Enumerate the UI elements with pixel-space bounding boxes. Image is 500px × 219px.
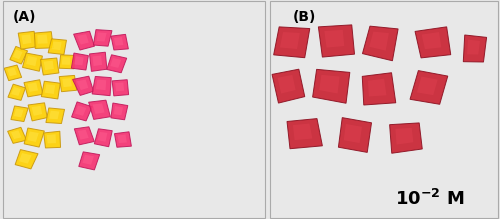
Polygon shape xyxy=(76,79,88,90)
Polygon shape xyxy=(415,27,450,58)
Polygon shape xyxy=(90,52,107,71)
Polygon shape xyxy=(92,76,111,96)
Polygon shape xyxy=(78,34,89,45)
Polygon shape xyxy=(74,127,94,145)
Polygon shape xyxy=(28,103,48,121)
Polygon shape xyxy=(46,134,56,143)
Polygon shape xyxy=(44,84,55,94)
Polygon shape xyxy=(410,71,448,104)
Polygon shape xyxy=(26,56,37,66)
Polygon shape xyxy=(62,78,72,87)
Polygon shape xyxy=(111,103,128,120)
Polygon shape xyxy=(18,31,36,49)
Polygon shape xyxy=(94,30,112,46)
Polygon shape xyxy=(115,82,124,91)
Polygon shape xyxy=(396,128,413,145)
Polygon shape xyxy=(42,81,60,99)
Polygon shape xyxy=(22,34,32,44)
Polygon shape xyxy=(96,32,106,42)
Text: $\mathbf{10^{-2}}$ $\mathbf{M}$: $\mathbf{10^{-2}}$ $\mathbf{M}$ xyxy=(395,189,464,209)
Polygon shape xyxy=(114,106,123,115)
Polygon shape xyxy=(114,37,124,46)
Polygon shape xyxy=(92,55,102,66)
Polygon shape xyxy=(34,32,54,48)
Polygon shape xyxy=(38,34,48,44)
Polygon shape xyxy=(59,55,74,69)
Polygon shape xyxy=(114,132,132,147)
Polygon shape xyxy=(319,75,340,94)
Polygon shape xyxy=(324,30,344,48)
Polygon shape xyxy=(74,31,94,50)
Polygon shape xyxy=(52,41,62,50)
Polygon shape xyxy=(4,65,21,81)
Polygon shape xyxy=(22,53,42,71)
Polygon shape xyxy=(280,32,300,49)
Polygon shape xyxy=(107,55,126,73)
Polygon shape xyxy=(13,49,22,59)
Polygon shape xyxy=(11,87,21,96)
Polygon shape xyxy=(390,123,422,153)
Polygon shape xyxy=(110,58,122,68)
Polygon shape xyxy=(369,32,389,51)
Polygon shape xyxy=(362,26,398,61)
Text: (B): (B) xyxy=(293,10,316,24)
Polygon shape xyxy=(75,105,86,116)
Polygon shape xyxy=(74,56,84,65)
Polygon shape xyxy=(82,155,94,165)
Polygon shape xyxy=(59,75,76,92)
Polygon shape xyxy=(32,106,42,116)
Polygon shape xyxy=(467,40,480,55)
Polygon shape xyxy=(49,111,59,119)
Polygon shape xyxy=(11,130,22,139)
Polygon shape xyxy=(368,79,386,97)
Polygon shape xyxy=(8,68,17,76)
Text: (A): (A) xyxy=(13,10,36,24)
Polygon shape xyxy=(344,124,362,143)
Polygon shape xyxy=(48,39,66,55)
Polygon shape xyxy=(79,152,100,170)
Polygon shape xyxy=(44,131,60,148)
Polygon shape xyxy=(272,69,305,103)
Polygon shape xyxy=(8,84,25,100)
Polygon shape xyxy=(72,76,94,95)
Polygon shape xyxy=(24,80,43,97)
Polygon shape xyxy=(10,46,28,64)
Polygon shape xyxy=(362,73,396,105)
Polygon shape xyxy=(92,103,104,114)
Polygon shape xyxy=(28,83,38,92)
Polygon shape xyxy=(94,129,112,147)
Polygon shape xyxy=(112,80,128,96)
Polygon shape xyxy=(88,100,110,119)
Polygon shape xyxy=(417,77,438,95)
Polygon shape xyxy=(24,128,44,147)
Polygon shape xyxy=(40,58,59,75)
Polygon shape xyxy=(287,118,322,149)
Polygon shape xyxy=(318,25,354,57)
Polygon shape xyxy=(338,118,372,152)
Polygon shape xyxy=(72,102,92,121)
Polygon shape xyxy=(15,150,38,169)
Polygon shape xyxy=(46,108,64,124)
Polygon shape xyxy=(14,109,24,117)
Polygon shape xyxy=(78,130,88,140)
Polygon shape xyxy=(19,153,32,164)
Polygon shape xyxy=(8,127,26,143)
Polygon shape xyxy=(111,34,128,50)
Polygon shape xyxy=(312,69,350,103)
Polygon shape xyxy=(98,132,108,142)
Polygon shape xyxy=(278,75,295,94)
Polygon shape xyxy=(62,57,70,65)
Polygon shape xyxy=(464,35,486,62)
Polygon shape xyxy=(11,106,28,122)
Polygon shape xyxy=(28,131,38,142)
Polygon shape xyxy=(72,53,88,70)
Polygon shape xyxy=(44,61,54,70)
Polygon shape xyxy=(118,134,127,143)
Polygon shape xyxy=(422,32,442,49)
Polygon shape xyxy=(293,124,312,140)
Polygon shape xyxy=(274,27,310,58)
Polygon shape xyxy=(96,79,106,90)
